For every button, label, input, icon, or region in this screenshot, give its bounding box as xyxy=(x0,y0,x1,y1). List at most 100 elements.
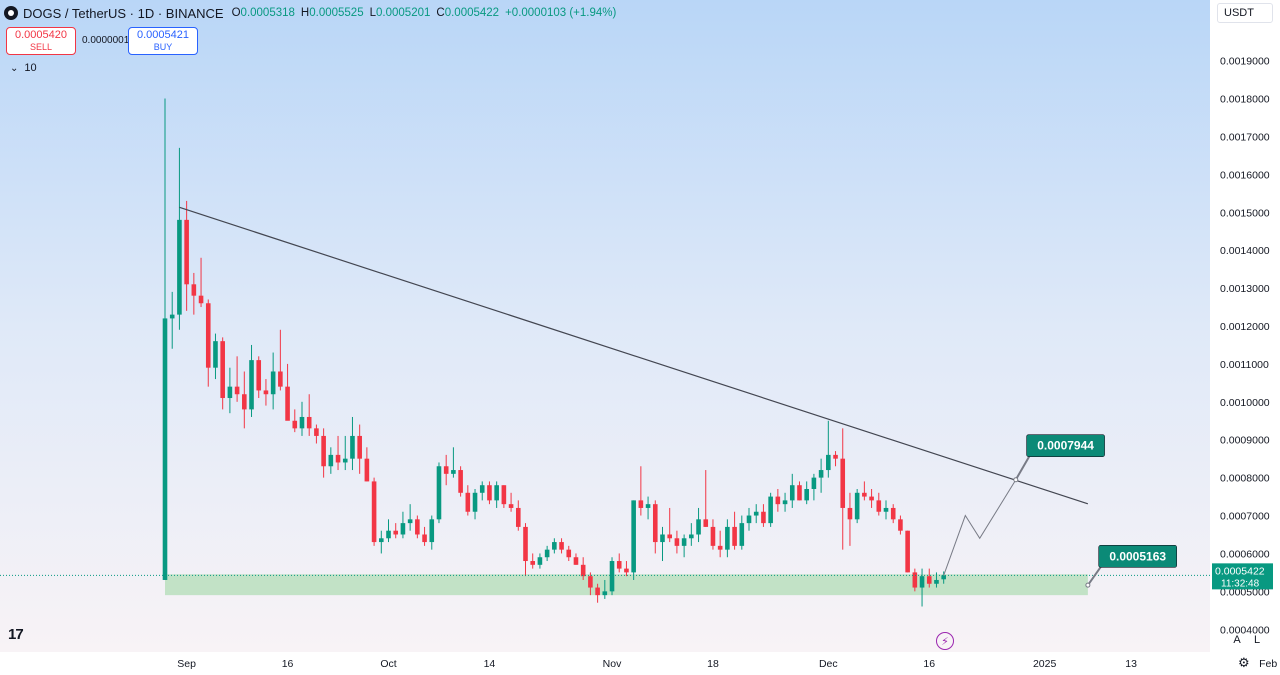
candle-body xyxy=(342,458,348,463)
candle-body xyxy=(862,492,867,497)
candle-body xyxy=(667,534,672,539)
candle-body xyxy=(595,587,600,596)
buy-label: BUY xyxy=(153,42,173,52)
candle-body xyxy=(746,515,752,524)
candle-body xyxy=(220,341,225,399)
candle-body xyxy=(645,504,651,508)
currency-select[interactable]: USDT xyxy=(1217,3,1273,23)
volume-value: 10 xyxy=(24,62,37,74)
change-value: +0.0000103 (+1.94%) xyxy=(505,7,617,19)
candle-body xyxy=(544,549,550,558)
symbol-title[interactable]: DOGS / TetherUS · 1D · BINANCE xyxy=(23,5,224,21)
candle-body xyxy=(624,568,629,573)
candle-body xyxy=(321,435,326,467)
close-label: C xyxy=(436,7,445,19)
buy-button[interactable]: 0.0005421 BUY xyxy=(128,27,198,55)
candle-body xyxy=(479,485,485,493)
candle-body xyxy=(443,466,449,474)
price-callout-label: 0.0007944 xyxy=(1037,439,1094,453)
candle-body xyxy=(458,470,463,493)
auto-scale-button[interactable]: A xyxy=(1233,634,1241,646)
candle-body xyxy=(753,511,759,516)
tradingview-logo[interactable]: 17 xyxy=(8,626,24,643)
candle-body xyxy=(840,458,846,508)
candle-body xyxy=(919,576,925,588)
open-label: O xyxy=(231,7,241,19)
callout-anchor xyxy=(1013,477,1019,483)
candle-body xyxy=(350,435,355,459)
chart-plot-area[interactable] xyxy=(0,0,1210,652)
ohlc-values: O0.0005318 H0.0005525 L0.0005201 C0.0005… xyxy=(232,7,617,19)
high-value: 0.0005525 xyxy=(309,7,364,19)
candle-body xyxy=(242,394,247,410)
candle-body xyxy=(205,303,211,368)
candle-body xyxy=(278,371,283,387)
close-value: 0.0005422 xyxy=(444,7,500,19)
candle-body xyxy=(674,538,680,546)
candle-body xyxy=(523,526,528,562)
candle-body xyxy=(703,519,709,527)
candle-body xyxy=(306,416,312,429)
candle-body xyxy=(732,526,737,546)
candle-body xyxy=(552,542,557,550)
candle-body xyxy=(501,485,507,505)
price-callout-box xyxy=(1098,545,1177,568)
sell-label: SELL xyxy=(29,42,53,52)
candle-body xyxy=(660,534,665,543)
currency-value: USDT xyxy=(1224,7,1254,19)
coin-logo-icon xyxy=(4,6,18,20)
candle-body xyxy=(797,485,802,501)
candle-body xyxy=(537,557,543,565)
candle-body xyxy=(559,542,564,550)
candle-body xyxy=(465,492,471,512)
volume-indicator[interactable]: ⌄ 10 xyxy=(10,62,37,74)
lightning-bolt-icon[interactable]: ⚡︎ xyxy=(936,632,954,650)
candle-body xyxy=(609,561,615,592)
candle-body xyxy=(761,511,766,524)
candle-body xyxy=(739,523,745,546)
candle-body xyxy=(869,496,874,501)
candle-body xyxy=(898,519,903,531)
high-label: H xyxy=(300,7,310,19)
price-callout-label: 0.0005163 xyxy=(1109,549,1166,563)
price-callout-box xyxy=(1026,434,1105,457)
sell-button[interactable]: 0.0005420 SELL xyxy=(6,27,76,55)
candle-body xyxy=(184,219,189,285)
candle-body xyxy=(364,458,370,482)
candle-body xyxy=(631,500,636,573)
candle-body xyxy=(804,489,809,501)
candle-body xyxy=(883,507,889,512)
gear-icon[interactable]: ⚙ xyxy=(1238,655,1250,670)
support-zone xyxy=(165,574,1088,596)
candle-body xyxy=(487,485,492,501)
log-scale-button[interactable]: L xyxy=(1253,634,1261,646)
candle-body xyxy=(934,579,939,584)
time-axis[interactable] xyxy=(0,652,1280,675)
candle-body xyxy=(912,572,918,588)
candle-body xyxy=(191,284,197,296)
candle-body xyxy=(696,519,701,535)
candle-body xyxy=(256,360,262,391)
candle-body xyxy=(371,481,377,543)
candle-body xyxy=(472,492,478,512)
candle-body xyxy=(566,549,572,558)
candle-body xyxy=(616,561,622,569)
candle-body xyxy=(508,504,514,508)
candle-body xyxy=(198,295,204,304)
candle-body xyxy=(285,386,290,421)
projection-path xyxy=(943,479,1017,576)
candle-body xyxy=(436,466,442,520)
low-value: 0.0005201 xyxy=(376,7,431,19)
candle-body xyxy=(328,454,334,467)
candle-body xyxy=(890,507,896,520)
candle-body xyxy=(847,507,853,520)
price-axis[interactable] xyxy=(1210,0,1280,652)
candle-body xyxy=(335,454,341,463)
open-value: 0.0005318 xyxy=(240,7,295,19)
candle-body xyxy=(234,386,240,395)
candle-body xyxy=(169,314,175,319)
chevron-down-icon[interactable]: ⌄ xyxy=(10,62,19,74)
candle-body xyxy=(299,416,305,429)
candle-body xyxy=(638,500,644,508)
